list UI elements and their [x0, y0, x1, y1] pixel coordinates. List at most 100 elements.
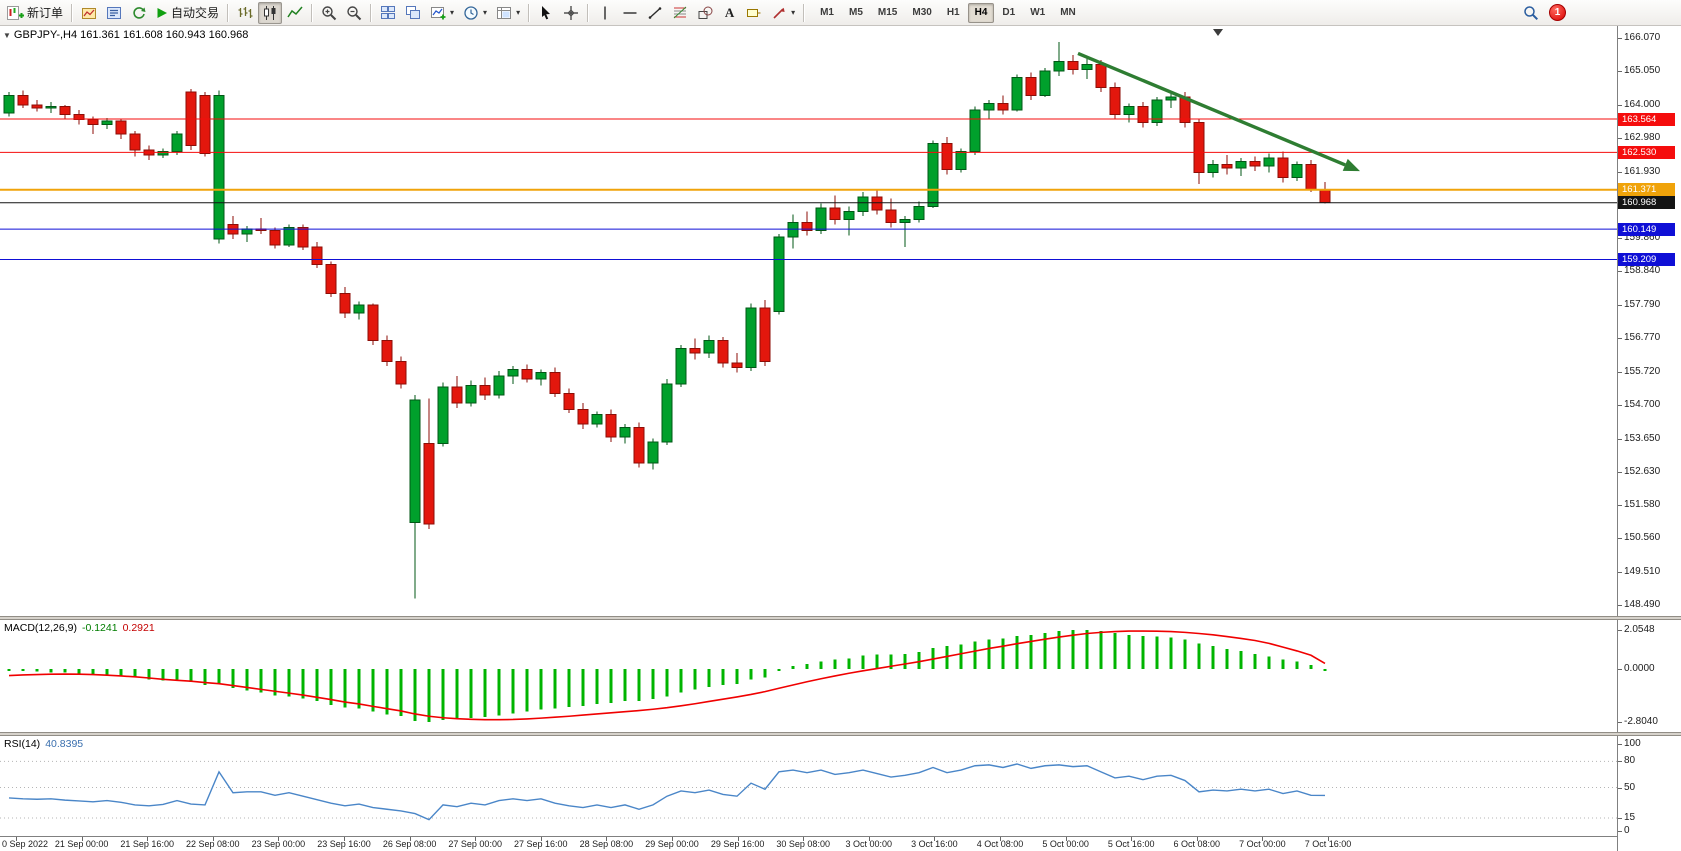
- chevron-down-icon: ▾: [450, 7, 455, 17]
- rsi-name: RSI(14): [4, 738, 41, 750]
- new-order-label: 新订单: [27, 6, 64, 20]
- time-tick-mark: [278, 837, 280, 841]
- label-tool-button[interactable]: [742, 2, 766, 24]
- bar-chart-button[interactable]: [233, 2, 257, 24]
- timeframe-button-h1[interactable]: H1: [940, 3, 967, 23]
- fibonacci-tool-button[interactable]: [668, 2, 692, 24]
- trendline-tool-button[interactable]: [643, 2, 667, 24]
- time-tick-mark: [1328, 837, 1329, 841]
- time-tick-mark: [868, 837, 870, 841]
- toolbar-separator: [311, 3, 314, 22]
- new-order-button[interactable]: 新订单: [3, 2, 67, 24]
- shapes-icon: [698, 6, 713, 19]
- notification-badge[interactable]: 1: [1549, 4, 1566, 21]
- crosshair-button[interactable]: [559, 2, 583, 24]
- price-level-badge: 160.968: [1618, 196, 1675, 210]
- templates-button[interactable]: ▾: [492, 2, 524, 24]
- rsi-pane[interactable]: [0, 736, 1617, 836]
- tile-windows-icon: [381, 5, 396, 19]
- timeframe-button-m5[interactable]: M5: [842, 3, 870, 23]
- price-tick-mark: [1618, 505, 1622, 507]
- price-tick-label: 157.790: [1624, 299, 1661, 311]
- timeframe-button-h4[interactable]: H4: [967, 2, 995, 23]
- chart-shift-marker-icon[interactable]: [1213, 29, 1223, 36]
- time-tick-mark: [409, 837, 411, 841]
- time-axis-label: 30 Sep 08:00: [776, 839, 830, 849]
- auto-trading-button[interactable]: 自动交易: [152, 2, 223, 24]
- fibonacci-icon: [673, 6, 687, 18]
- search-button[interactable]: [1519, 2, 1543, 24]
- rsi-tick-mark: [1618, 744, 1622, 745]
- macd-tick-label: 2.0548: [1624, 624, 1655, 635]
- time-axis-label: 22 Sep 08:00: [186, 839, 240, 849]
- timeframe-button-w1[interactable]: W1: [1023, 3, 1052, 23]
- timeframe-button-mn[interactable]: MN: [1053, 3, 1083, 23]
- levels-layer[interactable]: [0, 118, 1617, 260]
- time-tick-mark: [540, 837, 542, 841]
- tile-windows-button[interactable]: [376, 2, 400, 24]
- candlestick-chart-button[interactable]: [258, 1, 283, 24]
- zoom-out-button[interactable]: [342, 2, 366, 24]
- rsi-header: RSI(14) 40.8395: [4, 738, 83, 750]
- timeframe-button-d1[interactable]: D1: [995, 3, 1022, 23]
- indicators-icon: [431, 6, 446, 19]
- price-tick-label: 155.720: [1624, 365, 1661, 377]
- text-tool-icon: A: [724, 4, 735, 20]
- vertical-line-tool-button[interactable]: [593, 2, 617, 24]
- price-tick-label: 154.700: [1624, 398, 1661, 410]
- price-tick-label: 162.980: [1624, 131, 1661, 143]
- time-axis-label: 0 Sep 2022: [2, 839, 49, 849]
- line-chart-button[interactable]: [283, 2, 307, 24]
- macd-pane[interactable]: [0, 620, 1617, 732]
- timeframe-button-m30[interactable]: M30: [905, 3, 938, 23]
- price-tick-mark: [1618, 438, 1622, 440]
- timeframe-button-m15[interactable]: M15: [871, 3, 904, 23]
- macd-histogram: [7, 630, 1327, 722]
- time-axis-label: 4 Oct 08:00: [976, 839, 1024, 849]
- pane-splitter[interactable]: [0, 616, 1681, 620]
- template-icon: [497, 6, 512, 19]
- toolbar-separator: [803, 3, 806, 22]
- macd-tick-mark: [1618, 668, 1622, 670]
- zoom-in-icon: [322, 5, 337, 20]
- text-tool-button[interactable]: A: [718, 2, 741, 24]
- price-tick-label: 158.840: [1624, 265, 1661, 277]
- pane-splitter[interactable]: [0, 732, 1681, 736]
- cascade-windows-button[interactable]: [401, 2, 425, 24]
- time-tick-mark: [737, 837, 739, 841]
- price-chart[interactable]: [0, 26, 1617, 616]
- horizontal-line-tool-button[interactable]: [618, 2, 642, 24]
- time-tick-mark: [81, 837, 83, 841]
- price-scale[interactable]: 166.070 165.050 164.000 162.980 161.930 160.9…: [1617, 26, 1681, 851]
- shapes-tool-button[interactable]: [693, 2, 717, 24]
- chart-symbol-title: ▼ GBPJPY-,H4 161.361 161.608 160.943 160…: [3, 29, 248, 41]
- macd-tick-label: 0.0000: [1624, 662, 1655, 674]
- toolbar-separator: [370, 3, 373, 22]
- trend-arrow[interactable]: [1077, 51, 1360, 172]
- time-tick-mark: [475, 837, 477, 841]
- cursor-button[interactable]: [534, 2, 558, 24]
- collapse-triangle-icon[interactable]: ▼: [3, 30, 11, 40]
- zoom-in-button[interactable]: [317, 2, 341, 24]
- price-tick-label: 165.050: [1624, 65, 1661, 77]
- macd-tick-mark: [1618, 722, 1622, 723]
- new-chart-icon: [82, 7, 97, 19]
- price-tick-mark: [1618, 371, 1622, 373]
- macd-main-value: -0.1241: [81, 622, 118, 634]
- time-tick-mark: [344, 837, 345, 841]
- rsi-tick-label: 50: [1624, 781, 1636, 793]
- new-chart-button[interactable]: [77, 2, 101, 24]
- timeframe-button-m1[interactable]: M1: [813, 3, 841, 23]
- time-tick-mark: [1131, 837, 1133, 841]
- navigator-button[interactable]: [102, 2, 126, 24]
- time-axis-label: 29 Sep 00:00: [645, 839, 699, 849]
- candles-layer: [3, 42, 1331, 599]
- chevron-down-icon: ▾: [483, 7, 488, 17]
- indicators-button[interactable]: ▾: [426, 2, 458, 24]
- time-axis[interactable]: 0 Sep 2022 21 Sep 00:00 21 Sep 16:00 22 Sep…: [0, 836, 1681, 851]
- periods-button[interactable]: ▾: [459, 2, 491, 24]
- navigator-icon: [107, 6, 122, 19]
- price-level-badge: 163.564: [1618, 112, 1675, 126]
- refresh-button[interactable]: [127, 2, 151, 24]
- arrows-tool-button[interactable]: ▾: [767, 2, 799, 24]
